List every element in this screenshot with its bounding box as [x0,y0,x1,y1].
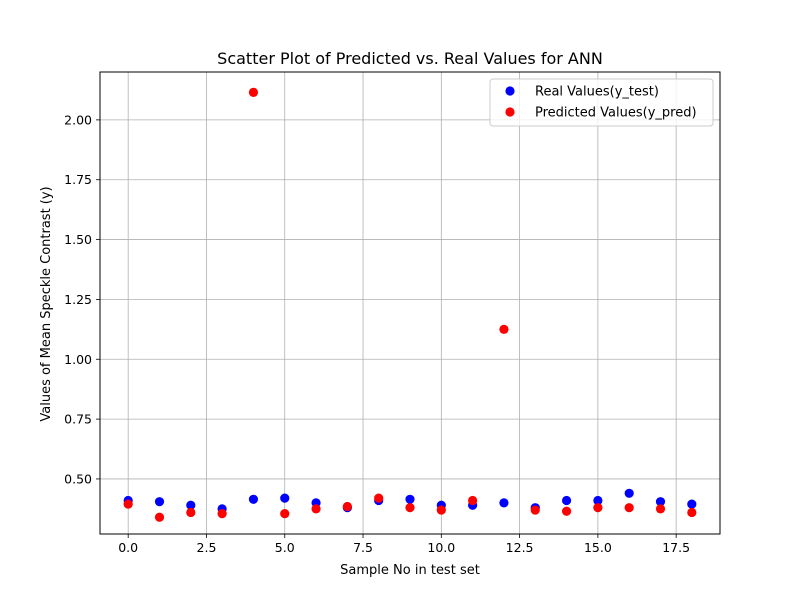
real-value-point [624,488,634,498]
legend-marker-predicted [505,107,515,117]
y-tick-label: 1.50 [64,232,92,247]
plot-area: 0.0 2.5 5.0 7.5 10.0 12.5 15.0 17.5 0.50 0.75 1.00… [64,71,721,555]
real-value-point [593,495,603,506]
predicted-value-point [374,493,384,503]
real-value-point [280,493,290,503]
predicted-value-point [405,503,415,513]
y-tick-label: 1.00 [64,352,92,367]
real-value-point [154,497,165,507]
y-tick-label: 0.75 [64,412,92,427]
y-tick-label: 1.75 [64,172,92,187]
predicted-value-point [186,507,196,518]
y-tick-label: 1.25 [64,292,92,307]
real-value-point [499,498,509,508]
x-tick-label: 12.5 [506,540,534,555]
real-value-point [248,494,259,504]
predicted-value-point [499,324,509,334]
x-tick-label: 2.5 [197,540,217,555]
predicted-value-point [280,509,290,519]
predicted-value-point [217,509,227,519]
predicted-value-point [342,501,352,512]
x-tick-label: 5.0 [275,540,295,555]
predicted-value-point [593,503,603,513]
x-tick-label: 7.5 [353,540,373,555]
real-value-point [186,500,196,510]
x-tick-label: 0.0 [118,540,138,555]
y-tick-label: 0.50 [64,471,92,486]
real-value-point [561,495,572,506]
predicted-value-point [624,503,634,513]
predicted-value-point [655,504,666,514]
x-tick-label: 15.0 [584,540,612,555]
x-tick-label: 10.0 [427,540,455,555]
legend-label-real: Real Values(y_test) [535,85,659,100]
predicted-value-point [561,506,572,516]
predicted-value-point [687,507,697,518]
y-tick-label: 2.00 [64,112,92,127]
axes-frame [99,71,721,535]
x-tick-label: 17.5 [662,540,690,555]
predicted-value-point [436,505,446,515]
predicted-value-point [530,505,540,515]
x-axis-label: Sample No in test set [340,563,480,578]
chart-title: Scatter Plot of Predicted vs. Real Value… [217,49,603,68]
real-value-point [655,497,666,507]
y-axis-label: Values of Mean Speckle Contrast (y) [39,186,54,421]
legend-marker-real [505,86,515,96]
predicted-value-point [468,495,478,506]
predicted-value-point [311,504,321,514]
legend: Real Values(y_test) Predicted Values(y_pr… [489,78,714,127]
predicted-value-point [123,499,133,509]
predicted-value-point [248,87,259,97]
legend-box [489,78,714,127]
real-value-point [405,494,415,504]
legend-label-predicted: Predicted Values(y_pred) [535,106,697,121]
real-value-point [687,499,697,509]
predicted-value-point [154,512,165,522]
